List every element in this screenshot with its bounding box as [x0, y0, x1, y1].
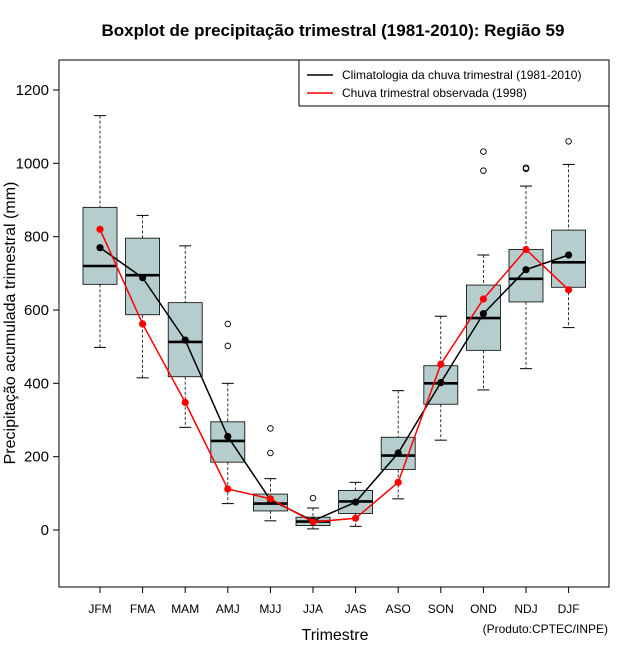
box-ndj	[508, 164, 544, 370]
y-tick-label: 1200	[16, 82, 49, 99]
outlier-point	[267, 425, 274, 432]
series-point	[96, 225, 104, 233]
series-point	[181, 336, 189, 344]
y-tick-label: 0	[41, 522, 49, 539]
x-tick-label: ASO	[386, 602, 411, 616]
series-observed	[96, 225, 573, 526]
series-point	[224, 485, 232, 493]
outlier-point	[267, 449, 274, 457]
series-point	[522, 245, 530, 254]
chart-title: Boxplot de precipitação trimestral (1981…	[102, 21, 565, 40]
x-axis: JFM FMA MAM AMJ MJJ JJA JAS ASO SON OND NDJ DJF	[88, 587, 580, 616]
x-tick-label: OND	[470, 602, 497, 616]
series-point	[181, 398, 189, 406]
x-tick-label: NDJ	[514, 602, 537, 616]
series-point	[479, 295, 487, 303]
series-lines-layer	[96, 225, 573, 526]
series-point	[394, 478, 402, 486]
outlier-point	[309, 494, 317, 502]
y-tick-label: 1000	[16, 155, 49, 172]
x-tick-label: SON	[428, 602, 454, 616]
x-tick-label: JFM	[88, 602, 111, 616]
y-axis: 0 200 400 600 800 1000 1200	[16, 82, 59, 539]
outlier-point	[522, 164, 530, 171]
x-tick-label: FMA	[130, 602, 155, 616]
box-ond	[465, 148, 501, 391]
series-point	[224, 432, 232, 441]
series-point	[479, 310, 487, 318]
series-point	[437, 360, 445, 368]
y-tick-label: 400	[24, 375, 49, 392]
series-point	[309, 518, 317, 526]
x-tick-label: MJJ	[259, 602, 281, 616]
legend-frame	[298, 59, 610, 107]
y-axis-label: Precipitação acumulada trimestral (mm)	[2, 182, 19, 465]
series-point	[139, 274, 147, 282]
series-line	[99, 247, 569, 522]
outlier-point	[480, 167, 487, 174]
boxes-layer	[82, 115, 586, 530]
series-line	[99, 229, 570, 523]
series-point	[96, 244, 104, 252]
x-tick-label: MAM	[171, 602, 199, 616]
series-point	[266, 495, 274, 503]
series-point	[139, 320, 147, 328]
series-climatology	[96, 244, 573, 525]
box-son	[423, 315, 459, 441]
credit-text: (Produto:CPTEC/INPE)	[483, 622, 608, 636]
series-point	[565, 286, 573, 294]
x-tick-label: JJA	[303, 602, 323, 616]
x-tick-label: AMJ	[216, 602, 240, 616]
box-amj	[210, 320, 246, 505]
box-djf	[551, 138, 586, 329]
series-point	[565, 251, 573, 259]
y-tick-label: 600	[24, 302, 49, 319]
series-point	[352, 498, 360, 506]
legend: Climatologia da chuva trimestral (1981-2…	[298, 59, 610, 107]
x-tick-label: DJF	[558, 602, 580, 616]
x-axis-label: Trimestre	[302, 627, 369, 644]
x-tick-label: JAS	[345, 602, 367, 616]
outlier-point	[480, 148, 487, 155]
y-tick-label: 200	[24, 449, 49, 466]
outlier-point	[565, 138, 572, 145]
y-tick-label: 800	[24, 229, 49, 246]
legend-label-observed: Chuva trimestral observada (1998)	[342, 86, 527, 100]
series-point	[352, 514, 360, 522]
outlier-point	[224, 320, 232, 328]
series-point	[522, 266, 530, 274]
outlier-point	[224, 342, 232, 350]
series-point	[394, 449, 402, 457]
box-jfm	[82, 115, 118, 348]
series-point	[437, 379, 445, 387]
box-iqr	[508, 249, 544, 303]
legend-label-climatology: Climatologia da chuva trimestral (1981-2…	[342, 68, 581, 82]
